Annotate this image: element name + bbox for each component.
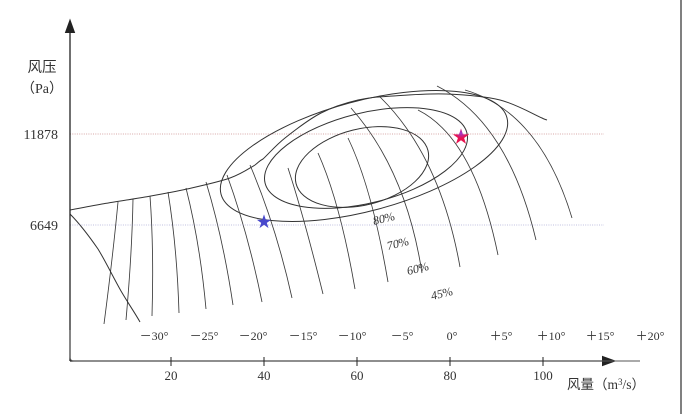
svg-text:－15°: －15° — [289, 329, 318, 343]
svg-text:45%: 45% — [429, 284, 454, 303]
svg-text:100: 100 — [533, 368, 553, 383]
svg-text:（m3/s）: （m3/s） — [594, 377, 645, 392]
svg-text:20: 20 — [165, 368, 178, 383]
svg-text:风量: 风量 — [567, 377, 594, 392]
svg-text:（Pa）: （Pa） — [21, 81, 63, 97]
svg-text:＋15°: ＋15° — [586, 329, 615, 343]
svg-text:6649: 6649 — [30, 219, 58, 234]
svg-text:－5°: －5° — [391, 329, 414, 343]
svg-text:70%: 70% — [385, 234, 410, 253]
svg-text:11878: 11878 — [24, 128, 58, 143]
svg-text:＋5°: ＋5° — [490, 329, 513, 343]
svg-text:－10°: －10° — [338, 329, 367, 343]
svg-text:40: 40 — [258, 368, 271, 383]
svg-text:0°: 0° — [447, 329, 458, 343]
svg-text:＋20°: ＋20° — [636, 329, 665, 343]
svg-text:60%: 60% — [405, 259, 430, 278]
svg-text:－25°: －25° — [190, 329, 219, 343]
svg-text:风压: 风压 — [28, 59, 57, 76]
svg-text:＋10°: ＋10° — [537, 329, 566, 343]
svg-text:80: 80 — [444, 368, 457, 383]
svg-text:－30°: －30° — [140, 329, 169, 343]
svg-text:－20°: －20° — [239, 329, 268, 343]
svg-text:60: 60 — [351, 368, 364, 383]
